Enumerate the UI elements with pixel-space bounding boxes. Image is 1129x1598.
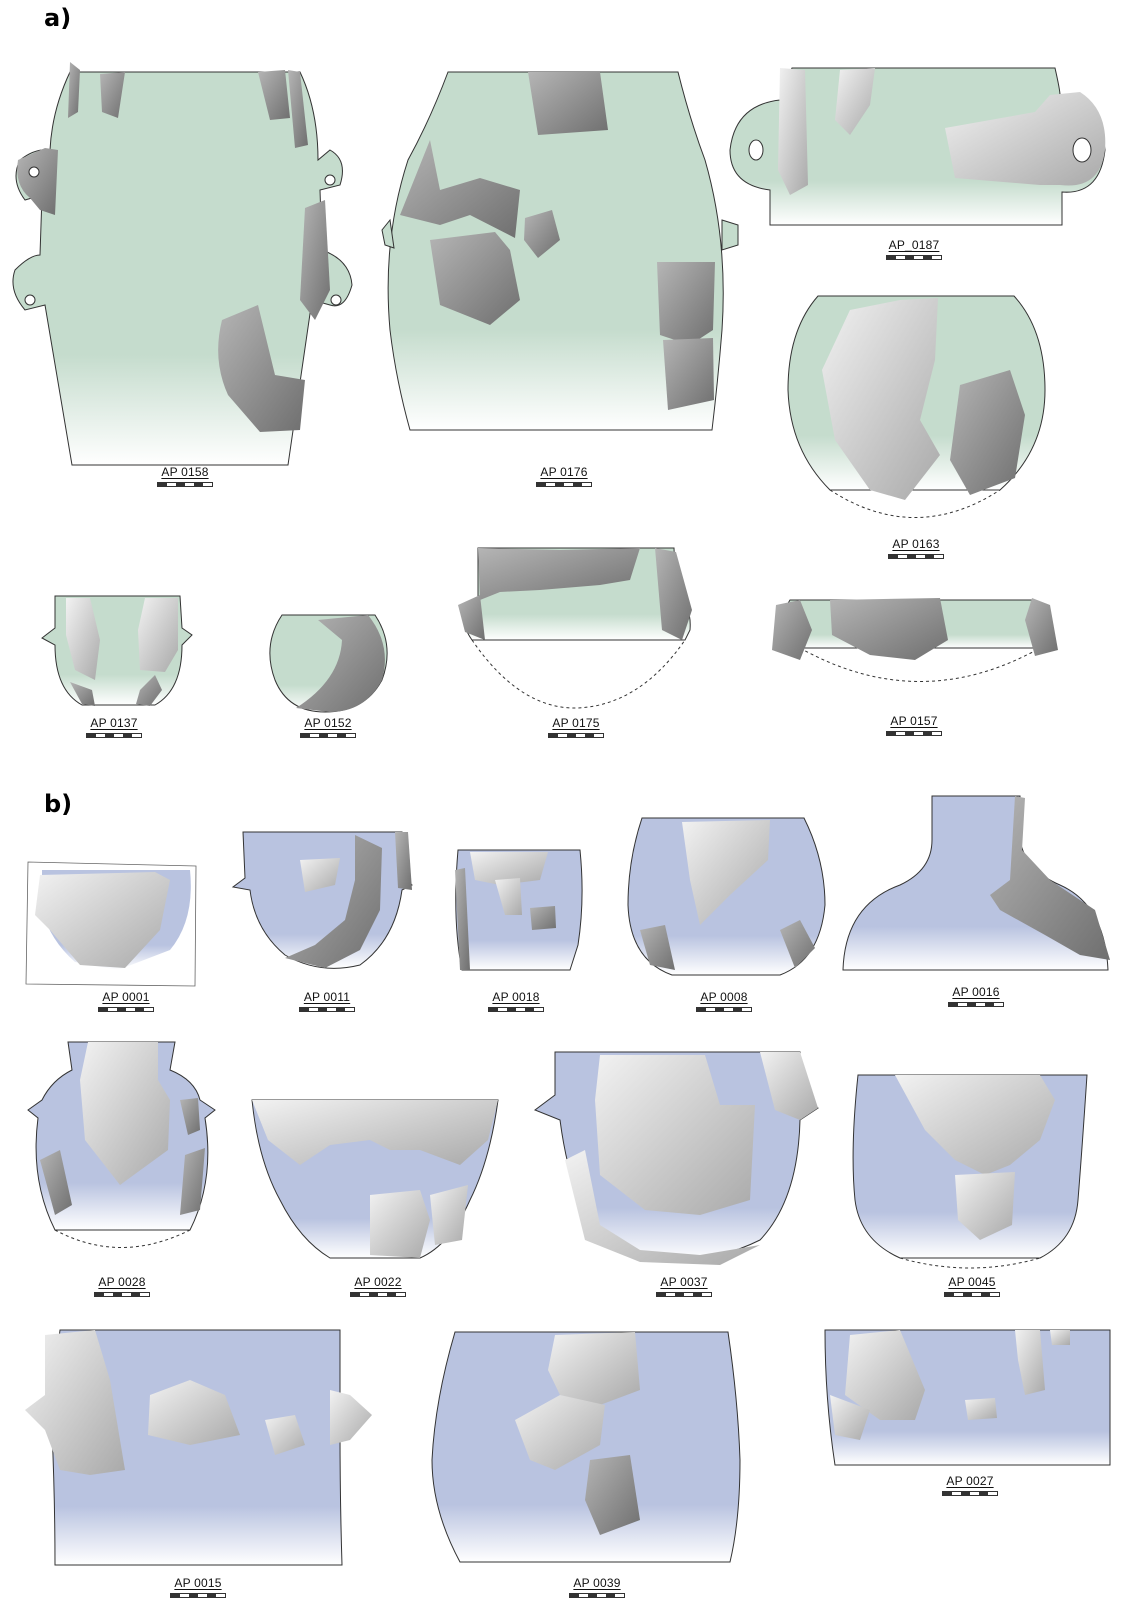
vessel-label: AP 0027 bbox=[942, 1474, 998, 1496]
vessel-label: AP 0015 bbox=[170, 1576, 226, 1598]
scale-bar bbox=[488, 1007, 544, 1012]
scale-bar bbox=[86, 733, 142, 738]
vessel-label: AP 0045 bbox=[944, 1275, 1000, 1297]
vessel-ap-0163 bbox=[787, 295, 1046, 518]
vessel-ap-0001 bbox=[25, 861, 197, 987]
scale-bar bbox=[948, 1002, 1004, 1007]
vessel-ap-0187 bbox=[729, 67, 1106, 226]
scale-bar bbox=[656, 1292, 712, 1297]
vessel-ap-0028 bbox=[27, 1041, 216, 1248]
vessel-label: AP 0008 bbox=[696, 990, 752, 1012]
vessel-ap-0011 bbox=[231, 831, 413, 969]
vessel-label: AP 0176 bbox=[536, 465, 592, 487]
vessel-ap-0152 bbox=[269, 614, 388, 713]
scale-bar bbox=[944, 1292, 1000, 1297]
scale-bar bbox=[548, 733, 604, 738]
vessel-ap-0015 bbox=[25, 1329, 372, 1566]
vessel-ap-0158 bbox=[12, 62, 353, 466]
scale-bar bbox=[98, 1007, 154, 1012]
vessel-ap-0027 bbox=[824, 1329, 1111, 1466]
vessel-label: AP 0152 bbox=[300, 716, 356, 738]
scale-bar bbox=[94, 1292, 150, 1297]
vessel-label: AP 0037 bbox=[656, 1275, 712, 1297]
vessel-label: AP 0175 bbox=[548, 716, 604, 738]
vessel-label: AP 0137 bbox=[86, 716, 142, 738]
vessel-ap-0022 bbox=[251, 1099, 499, 1259]
scale-bar bbox=[942, 1491, 998, 1496]
scale-bar bbox=[886, 731, 942, 736]
panel-label-a: a) bbox=[44, 4, 72, 32]
scale-bar bbox=[888, 554, 944, 559]
panel-label-b: b) bbox=[44, 790, 73, 818]
vessel-label: AP 0018 bbox=[488, 990, 544, 1012]
vessel-label: AP 0157 bbox=[886, 714, 942, 736]
scale-bar bbox=[696, 1007, 752, 1012]
vessel-label: AP 0039 bbox=[569, 1576, 625, 1598]
vessel-label: AP 0158 bbox=[157, 465, 213, 487]
scale-bar bbox=[886, 255, 942, 260]
vessel-label: AP_0187 bbox=[886, 238, 942, 260]
vessel-ap-0137 bbox=[41, 595, 193, 706]
vessel-ap-0157 bbox=[772, 598, 1058, 682]
scale-bar bbox=[300, 733, 356, 738]
scale-bar bbox=[536, 482, 592, 487]
vessel-ap-0008 bbox=[627, 817, 826, 976]
vessel-label: AP 0011 bbox=[299, 990, 355, 1012]
vessel-label: AP 0028 bbox=[94, 1275, 150, 1297]
vessel-ap-0176 bbox=[381, 71, 739, 431]
scale-bar bbox=[299, 1007, 355, 1012]
vessel-ap-0045 bbox=[852, 1074, 1088, 1269]
scale-bar bbox=[350, 1292, 406, 1297]
vessel-label: AP 0163 bbox=[888, 537, 944, 559]
vessel-ap-0018 bbox=[455, 849, 583, 971]
vessel-ap-0175 bbox=[458, 547, 692, 709]
vessel-ap-0037 bbox=[533, 1051, 819, 1265]
scale-bar bbox=[157, 482, 213, 487]
vessel-ap-0016 bbox=[842, 795, 1110, 971]
vessel-label: AP 0001 bbox=[98, 990, 154, 1012]
vessel-label: AP 0016 bbox=[948, 985, 1004, 1007]
vessel-ap-0039 bbox=[431, 1331, 741, 1563]
vessel-label: AP 0022 bbox=[350, 1275, 406, 1297]
